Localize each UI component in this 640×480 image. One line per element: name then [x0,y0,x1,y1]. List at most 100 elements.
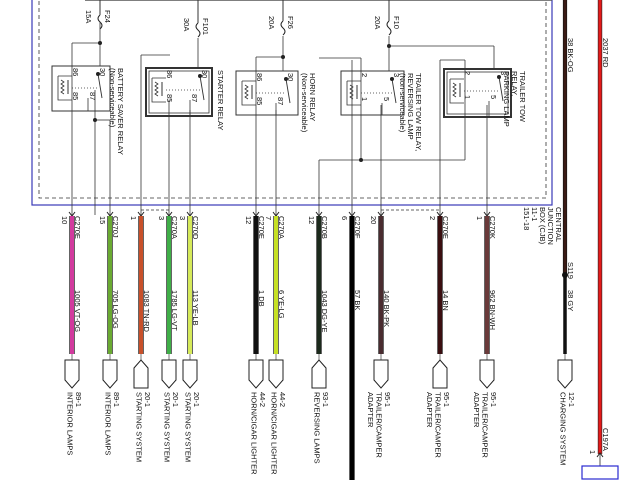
connector-pin: 6 [340,216,349,220]
destination-label: TRAILER/CAMPERADAPTER [366,392,384,458]
relay-inner-border [446,71,509,115]
destination-label: INTERIOR LAMPS [104,392,113,455]
relay-switch [391,78,397,104]
destination-label: STARTING SYSTEM [184,392,193,462]
junction-box-label: 151-18 [522,207,531,230]
relay-trailer-parking [443,68,512,118]
destination-label: HORN/CIGAR LIGHTER [270,392,279,475]
relay-coil-wire [449,78,464,104]
junction-dot [281,55,285,59]
destination-label: TRAILER/CAMPERADAPTER [472,392,490,458]
junction-dot [359,158,363,162]
relay-pin-label: 1 [360,97,369,101]
relay-pin-label: 85 [165,94,174,102]
relay-pin-label: 30 [200,70,209,78]
connector-pin: 12 [244,216,253,224]
relay-pin-label: 87 [88,92,97,100]
connector-shape [479,359,495,389]
relay-pin-label: 86 [255,73,264,81]
junction-dot [387,44,391,48]
connector-pin: 1 [475,216,484,220]
connector-pin: 3 [157,216,166,220]
destination-label: 93-1 [321,392,330,407]
coil-icon [60,79,65,95]
relay-title: TRAILER TOW RELAY, [414,73,423,151]
relay-pin-label: 30 [286,73,295,81]
connector-shape [373,359,389,389]
connector-pin: 10 [60,216,69,224]
destination-label-part: TRAILER/CAMPER [375,392,384,458]
connector-shape [432,359,448,389]
relay-contact [96,72,100,76]
destination-label: STARTING SYSTEM [135,392,144,462]
fuse-icon [195,22,201,38]
relay-pin-label: 2 [463,71,472,75]
relay-pin-label: 1 [463,95,472,99]
connector-pin: 12 [307,216,316,224]
relay-title: PARKING LAMP [502,71,511,127]
relay-pin-label: 5 [489,95,498,99]
circuit-label: 140 BK-PK [382,290,391,327]
relay-title: REVERSING LAMP [406,73,415,140]
relay-coil-wire [151,77,166,103]
relay-pin-label: 85 [255,97,264,105]
circuit-label: 1043 DG-YE [320,290,329,333]
junction-dot [98,41,102,45]
splice-label: S119 [566,262,575,279]
fuse-rating: 30A [182,18,191,31]
connector-shape [311,359,327,389]
destination-label-part: ADAPTER [425,392,434,428]
connector-name: C270K [488,216,497,239]
destination-label: 20-1 [143,392,152,407]
relay-pin-label: 3 [392,73,401,77]
circuit-label: 1005 VT-OG [73,290,82,332]
fuse-rating: 15A [84,10,93,23]
destination-label: 44-2 [258,392,267,407]
junction-box-label: CENTRAL [554,207,563,242]
destination-label: HORN/CIGAR LIGHTER [250,392,259,475]
destination-label: 95-1 [383,392,392,407]
connector-name: C197A [601,428,610,451]
relay-pin-label: 87 [276,97,285,105]
junction-dot [93,118,97,122]
relay-contact [198,74,202,78]
connector-pin: 15 [98,216,107,224]
destination-label: 95-1 [442,392,451,407]
relay-pin-label: 86 [165,70,174,78]
connector-arrow-icon [596,452,604,458]
circuit-label: 705 LG-OG [111,290,120,329]
fuse-rating: 20A [267,16,276,29]
relay-title: HORN RELAY [308,73,317,121]
connector-name: C270A [170,216,179,239]
circuit-label: 6 YE-LG [277,290,286,319]
junction-box-dashed-border [38,0,547,199]
connector-shape [268,359,284,389]
coil-icon [154,81,159,97]
connector-pin: 1 [588,450,597,454]
connector-name: C270E [441,216,450,239]
destination-label: CHARGING SYSTEM [559,392,568,465]
relay-pin-label: 85 [71,92,80,100]
connector-name: C270F [353,216,362,239]
connector-name: C270A [277,216,286,239]
relay-contact [390,77,394,81]
fuse-name: F10 [392,16,401,29]
connector-shape [557,359,573,389]
connector-shape [133,359,149,389]
circuit-label: 113 YE-LB [191,290,200,326]
relay-title: TRAILER TOW [518,71,527,123]
fuse-icon [386,20,392,36]
destination-label: INTERIOR LAMPS [66,392,75,455]
relay-pin-label: 86 [71,68,80,76]
connector-name: C270J [111,216,120,238]
relay-switch [199,75,205,101]
circuit-label: 38 BK-OG [566,38,575,73]
junction-box-border [31,0,553,206]
relay-switch [97,73,103,99]
circuit-label: 1 DB [257,290,266,307]
junction-box-label: JUNCTION [546,207,555,245]
destination-label-part: TRAILER/CAMPER [434,392,443,458]
relay-coil-wire [241,80,256,106]
